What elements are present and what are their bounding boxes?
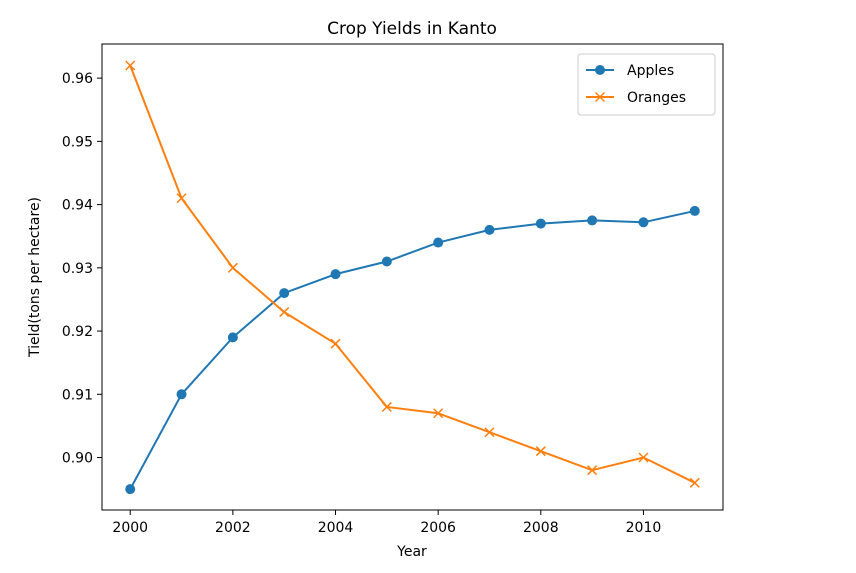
- data-point: [535, 218, 546, 229]
- y-tick-label: 0.91: [62, 387, 93, 403]
- data-point: [227, 262, 238, 273]
- data-point: [279, 288, 290, 299]
- legend: Apples Oranges: [577, 53, 716, 116]
- data-point: [433, 408, 444, 419]
- series-layer: [125, 60, 700, 495]
- y-tick-label: 0.90: [62, 451, 93, 467]
- data-point: [381, 401, 392, 412]
- y-axis: 0.90 0.91 0.92 0.93 0.94 0.95 0.96: [62, 71, 102, 467]
- series-oranges: [125, 60, 700, 488]
- legend-marker: [594, 91, 606, 103]
- y-tick-label: 0.96: [62, 71, 93, 87]
- x-tick-label: 2008: [523, 520, 559, 536]
- data-point: [381, 256, 392, 267]
- data-point: [587, 465, 598, 476]
- data-point: [330, 338, 341, 349]
- x-tick-label: 2010: [626, 520, 662, 536]
- x-tick-label: 2000: [112, 520, 148, 536]
- data-point: [638, 452, 649, 463]
- series-line-oranges: [129, 65, 696, 484]
- data-point: [484, 224, 495, 235]
- y-tick-label: 0.92: [62, 324, 93, 340]
- series-line-apples: [129, 209, 695, 490]
- x-axis: 2000 2002 2004 2006 2008 2010: [112, 510, 661, 536]
- data-point: [125, 60, 136, 71]
- y-tick-label: 0.93: [62, 261, 93, 277]
- legend-marker: [595, 65, 605, 75]
- legend-label: Oranges: [627, 90, 686, 106]
- chart-title: Crop Yields in Kanto: [327, 19, 497, 39]
- legend-item-apples: Apples: [586, 63, 674, 79]
- plot-frame: [101, 43, 724, 511]
- x-tick-label: 2004: [318, 520, 354, 536]
- y-tick-label: 0.94: [62, 198, 93, 214]
- legend-label: Apples: [627, 63, 674, 79]
- x-tick-label: 2002: [215, 520, 251, 536]
- data-point: [484, 427, 495, 438]
- y-axis-label: Tield(tons per hectare): [27, 197, 43, 358]
- data-point: [176, 193, 187, 204]
- series-apples: [125, 205, 700, 495]
- y-tick-label: 0.95: [62, 134, 93, 150]
- legend-item-oranges: Oranges: [586, 90, 686, 106]
- data-point: [535, 446, 546, 457]
- data-point: [176, 389, 187, 400]
- data-point: [433, 237, 444, 248]
- data-point: [587, 215, 598, 226]
- x-tick-label: 2006: [420, 520, 456, 536]
- data-point: [227, 332, 238, 343]
- x-axis-label: Year: [396, 544, 427, 560]
- data-point: [638, 217, 649, 228]
- data-point: [689, 205, 700, 216]
- data-point: [330, 269, 341, 280]
- data-point: [279, 307, 290, 318]
- data-point: [689, 477, 700, 488]
- data-point: [125, 484, 136, 495]
- plot-area: 2000 2002 2004 2006 2008 2010 0.900.910.920.9…: [62, 43, 724, 536]
